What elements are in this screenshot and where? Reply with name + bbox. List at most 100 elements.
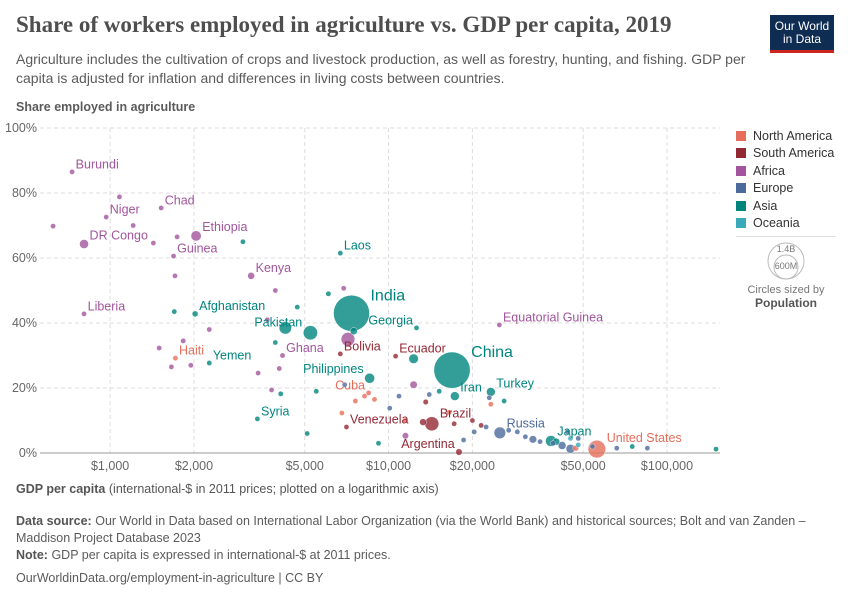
data-point <box>713 446 719 452</box>
point-label: Guinea <box>177 241 217 255</box>
data-point <box>386 405 393 411</box>
legend-swatch <box>736 200 746 211</box>
point-label: Afghanistan <box>199 299 265 313</box>
data-point <box>255 370 261 376</box>
data-point <box>303 325 318 341</box>
data-point <box>325 290 332 297</box>
data-point <box>644 445 651 451</box>
source-url[interactable]: OurWorldinData.org/employment-in-agricul… <box>16 571 324 585</box>
point-label: Cuba <box>335 378 365 392</box>
size-legend-circles: 1.4B 600M <box>767 242 805 280</box>
data-point <box>340 285 347 292</box>
data-point <box>413 325 420 331</box>
data-point <box>496 322 503 328</box>
legend-swatch <box>736 165 746 176</box>
point-label: Turkey <box>496 376 534 390</box>
x-axis-label: GDP per capita (international-$ in 2011 … <box>16 482 439 496</box>
y-tick-label: 40% <box>12 316 37 330</box>
legend-item[interactable]: South America <box>736 145 834 163</box>
data-point <box>575 435 582 442</box>
legend-item[interactable]: Oceania <box>736 215 834 233</box>
data-point <box>343 424 350 430</box>
point-label: Yemen <box>213 348 252 362</box>
data-point <box>272 287 279 294</box>
data-point <box>455 448 463 456</box>
data-point <box>409 380 418 389</box>
data-point <box>276 365 283 372</box>
legend-item[interactable]: Asia <box>736 197 834 215</box>
point-label: Burundi <box>76 157 119 171</box>
data-point <box>446 409 452 416</box>
data-point <box>365 390 372 396</box>
point-label: Georgia <box>368 313 413 327</box>
data-point <box>69 169 75 175</box>
data-point <box>206 360 213 366</box>
legend-swatch <box>736 130 746 141</box>
data-point <box>396 393 402 399</box>
x-tick-label: $1,000 <box>91 459 129 473</box>
data-point <box>402 417 409 424</box>
note: Note: GDP per capita is expressed in int… <box>16 547 391 564</box>
data-point <box>240 238 246 245</box>
source-text: Our World in Data based on International… <box>16 514 806 545</box>
data-point <box>486 394 493 401</box>
data-point <box>402 432 409 440</box>
data-point <box>451 420 457 427</box>
data-source: Data source: Our World in Data based on … <box>16 513 826 547</box>
x-tick-label: $50,000 <box>561 459 606 473</box>
legend-item[interactable]: Europe <box>736 180 834 198</box>
data-point <box>339 410 345 416</box>
data-point <box>304 430 310 437</box>
y-tick-label: 0% <box>19 446 37 460</box>
data-point <box>422 399 429 405</box>
x-axis-label-note: (international-$ in 2011 prices; plotted… <box>108 482 439 496</box>
data-point <box>206 326 213 333</box>
y-axis-label: Share employed in agriculture <box>16 100 196 114</box>
data-point <box>278 321 292 335</box>
data-point <box>375 440 382 447</box>
size-legend: 1.4B 600M Circles sized by Population <box>736 236 836 310</box>
data-point <box>486 387 496 397</box>
note-label: Note: <box>16 548 48 562</box>
data-point <box>170 253 177 259</box>
legend-label: Asia <box>753 198 778 213</box>
size-caption: Circles sized by <box>747 284 825 296</box>
x-tick-label: $5,000 <box>286 459 324 473</box>
data-point <box>450 391 460 401</box>
data-point <box>190 230 202 242</box>
legend-item[interactable]: Africa <box>736 162 834 180</box>
x-tick-label: $100,000 <box>641 459 693 473</box>
point-label: Chad <box>165 193 195 207</box>
owid-logo[interactable]: Our World in Data <box>770 15 834 53</box>
data-point <box>50 223 56 229</box>
data-point <box>79 239 89 249</box>
point-label: Ghana <box>286 341 324 355</box>
data-point <box>483 424 489 430</box>
data-point <box>575 442 582 448</box>
data-point <box>272 339 279 346</box>
data-point <box>168 364 175 370</box>
note-text: GDP per capita is expressed in internati… <box>51 548 391 562</box>
point-label: Equatorial Guinea <box>503 310 603 324</box>
y-tick-label: 20% <box>12 381 37 395</box>
data-point <box>557 441 567 450</box>
point-label: Liberia <box>88 299 126 313</box>
data-point <box>191 310 199 318</box>
legend-item[interactable]: North America <box>736 127 834 145</box>
x-axis-label-main: GDP per capita <box>16 482 106 496</box>
legend: North America South America Africa Europe As… <box>736 127 834 232</box>
data-point <box>587 440 606 459</box>
size-variable: Population <box>755 296 817 310</box>
point-label: Bolivia <box>344 339 381 353</box>
data-point <box>493 426 506 439</box>
data-point <box>116 194 123 200</box>
data-point <box>171 308 178 315</box>
source-label: Data source: <box>16 514 92 528</box>
data-point <box>392 353 399 359</box>
data-point <box>180 338 186 344</box>
point-label: United States <box>607 431 682 445</box>
data-point <box>488 401 494 408</box>
data-point <box>564 429 571 435</box>
